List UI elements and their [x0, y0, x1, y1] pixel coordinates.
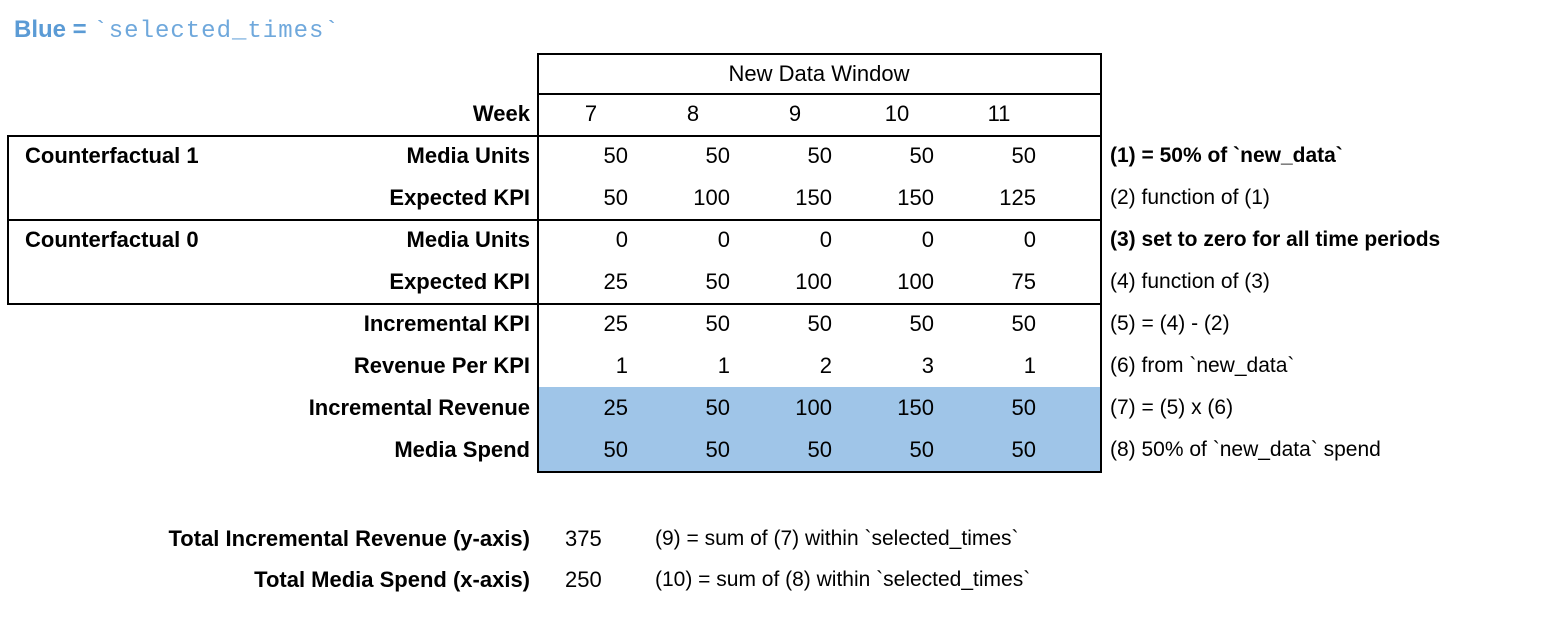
table-cell: 50	[1011, 395, 1036, 420]
table-cell: 1	[615, 353, 628, 378]
week-label: Week	[472, 101, 530, 126]
row-label: Media Spend	[394, 437, 530, 462]
table-row: Incremental KPI 25 50 50 50 50 (5) = (4)…	[0, 303, 1544, 345]
week-cell: 7	[584, 101, 598, 126]
table-border-group-left	[7, 135, 9, 305]
week-header-row: Week 7 8 9 10 11	[0, 93, 1544, 135]
table-cell: 50	[705, 437, 730, 462]
total-media-spend-row: Total Media Spend (x-axis) 250 (10) = su…	[0, 560, 1544, 600]
table-cell: 50	[1011, 311, 1036, 336]
total-annotation: (10) = sum of (8) within `selected_times…	[655, 568, 1031, 591]
table-border-header-top	[537, 53, 1102, 55]
table-cell: 0	[921, 227, 934, 252]
table-cell: 50	[807, 437, 832, 462]
table-row-highlighted: Media Spend 50 50 50 50 50 (8) 50% of `n…	[0, 429, 1544, 471]
total-value: 250	[565, 567, 602, 592]
total-value: 375	[565, 526, 602, 551]
table-cell: 1	[1023, 353, 1036, 378]
table-row: Media Units 0 0 0 0 0 (3) set to zero fo…	[0, 219, 1544, 261]
group-label-counterfactual-1: Counterfactual 1	[25, 143, 199, 168]
title-code-selected-times: `selected_times`	[93, 18, 340, 45]
table-cell: 50	[909, 311, 934, 336]
table-cell: 0	[819, 227, 832, 252]
page-title: Blue = `selected_times`	[14, 16, 340, 45]
table-border-cf-divider	[7, 219, 1102, 221]
total-label: Total Incremental Revenue (y-axis)	[168, 526, 531, 551]
row-annotation: (4) function of (3)	[1110, 270, 1270, 293]
week-cell: 11	[987, 101, 1011, 126]
table-cell: 50	[603, 143, 628, 168]
table-cell: 100	[795, 395, 832, 420]
row-label: Expected KPI	[389, 269, 530, 294]
week-cell: 9	[788, 101, 802, 126]
week-cell: 10	[884, 101, 910, 126]
table-row: Expected KPI 25 50 100 100 75 (4) functi…	[0, 261, 1544, 303]
table-row: Media Units 50 50 50 50 50 (1) = 50% of …	[0, 135, 1544, 177]
row-annotation: (7) = (5) x (6)	[1110, 396, 1234, 419]
total-label: Total Media Spend (x-axis)	[254, 567, 530, 592]
row-annotation: (5) = (4) - (2)	[1110, 312, 1230, 335]
row-label: Expected KPI	[389, 185, 530, 210]
table-cell: 50	[705, 143, 730, 168]
table-cell: 25	[603, 395, 628, 420]
table-cell: 3	[921, 353, 934, 378]
table-border-cf0-bottom	[7, 303, 1102, 305]
table-cell: 50	[807, 311, 832, 336]
row-annotation: (1) = 50% of `new_data`	[1110, 144, 1343, 167]
table-cell: 50	[1011, 143, 1036, 168]
table-cell: 50	[1011, 437, 1036, 462]
table-border-data-right	[1100, 53, 1102, 473]
table-row: Revenue Per KPI 1 1 2 3 1 (6) from `new_…	[0, 345, 1544, 387]
table-cell: 2	[819, 353, 832, 378]
table-cell: 50	[603, 185, 628, 210]
table-cell: 0	[1023, 227, 1036, 252]
table-row: Expected KPI 50 100 150 150 125 (2) func…	[0, 177, 1544, 219]
table-cell: 50	[909, 437, 934, 462]
table-cell: 100	[897, 269, 934, 294]
row-annotation: (3) set to zero for all time periods	[1110, 228, 1441, 251]
row-annotation: (2) function of (1)	[1110, 186, 1270, 209]
new-data-window-header: New Data Window	[728, 61, 910, 86]
row-label: Media Units	[406, 143, 530, 168]
table-cell: 0	[717, 227, 730, 252]
group-label-counterfactual-0: Counterfactual 0	[25, 227, 199, 252]
table-cell: 75	[1011, 269, 1036, 294]
table-cell: 1	[717, 353, 730, 378]
table-cell: 50	[603, 437, 628, 462]
table-cell: 125	[999, 185, 1036, 210]
week-cell: 8	[686, 101, 700, 126]
total-incremental-revenue-row: Total Incremental Revenue (y-axis) 375 (…	[0, 519, 1544, 559]
table-cell: 150	[897, 185, 934, 210]
table-cell: 50	[807, 143, 832, 168]
table-cell: 25	[603, 269, 628, 294]
row-annotation: (8) 50% of `new_data` spend	[1110, 438, 1381, 461]
selected-times-highlight	[539, 387, 1100, 471]
table-cell: 50	[705, 395, 730, 420]
row-label: Media Units	[406, 227, 530, 252]
table-cell: 100	[693, 185, 730, 210]
row-annotation: (6) from `new_data`	[1110, 354, 1295, 377]
table-cell: 50	[909, 143, 934, 168]
total-annotation: (9) = sum of (7) within `selected_times`	[655, 527, 1019, 550]
table-border-data-left	[537, 53, 539, 473]
title-prefix: Blue =	[14, 16, 94, 43]
row-label: Revenue Per KPI	[353, 353, 530, 378]
row-label: Incremental KPI	[363, 311, 530, 336]
table-row-highlighted: Incremental Revenue 25 50 100 150 50 (7)…	[0, 387, 1544, 429]
table-border-cf1-top	[7, 135, 1102, 137]
table-cell: 50	[705, 269, 730, 294]
row-label: Incremental Revenue	[308, 395, 530, 420]
table-border-bottom	[537, 471, 1102, 473]
table-cell: 150	[795, 185, 832, 210]
table-cell: 100	[795, 269, 832, 294]
table-cell: 0	[615, 227, 628, 252]
table-cell: 150	[897, 395, 934, 420]
table-border-header-bottom	[537, 93, 1102, 95]
table-cell: 25	[603, 311, 628, 336]
table-cell: 50	[705, 311, 730, 336]
